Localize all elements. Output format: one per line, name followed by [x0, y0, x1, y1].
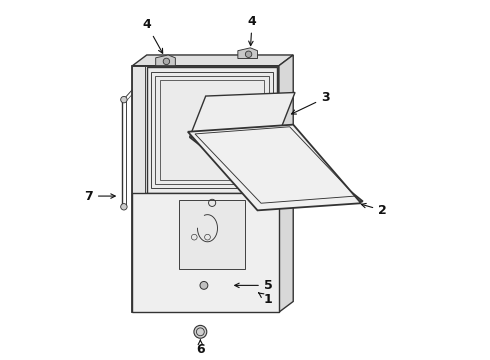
Circle shape: [121, 203, 127, 210]
Circle shape: [200, 282, 208, 289]
Polygon shape: [132, 66, 279, 312]
Text: 4: 4: [143, 18, 163, 53]
Text: 6: 6: [196, 340, 205, 356]
Text: 4: 4: [248, 14, 257, 46]
Polygon shape: [190, 134, 363, 205]
Polygon shape: [179, 200, 245, 269]
Polygon shape: [132, 55, 293, 66]
Circle shape: [194, 325, 207, 338]
Polygon shape: [132, 66, 145, 312]
Text: 7: 7: [84, 190, 115, 203]
Polygon shape: [238, 48, 258, 59]
Circle shape: [121, 96, 127, 103]
Text: 1: 1: [259, 293, 272, 306]
Text: 2: 2: [362, 203, 387, 217]
Polygon shape: [188, 125, 361, 210]
Circle shape: [245, 51, 252, 58]
Text: 5: 5: [235, 279, 272, 292]
Polygon shape: [147, 67, 277, 193]
Polygon shape: [279, 55, 293, 312]
Circle shape: [163, 58, 170, 64]
Polygon shape: [190, 93, 295, 137]
Polygon shape: [156, 55, 175, 66]
Polygon shape: [132, 193, 279, 312]
Text: 3: 3: [292, 91, 330, 114]
